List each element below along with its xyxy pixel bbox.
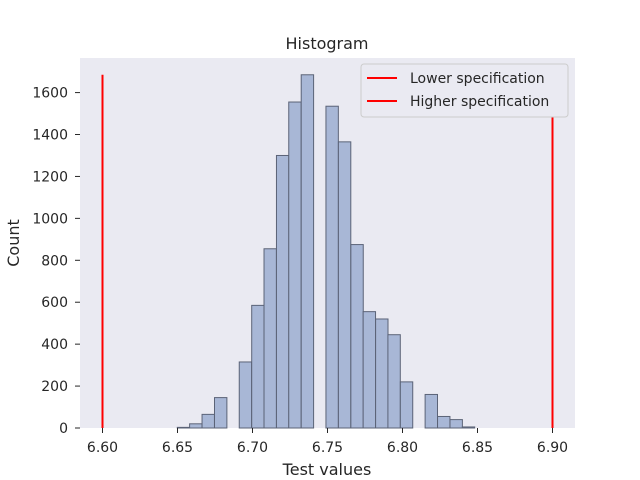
histogram-bar <box>362 311 377 429</box>
histogram-bar <box>288 101 302 429</box>
specification-lines <box>101 74 554 428</box>
legend: Lower specification Higher specification <box>360 63 569 118</box>
histogram-bar <box>375 318 389 429</box>
histogram-bar <box>387 334 401 429</box>
histogram-bar <box>449 419 463 429</box>
y-tick-label: 400 <box>41 337 68 353</box>
y-tick-label: 1000 <box>32 211 68 227</box>
histogram-bar <box>214 397 228 429</box>
histogram-bar <box>399 381 414 429</box>
histogram-bar <box>238 361 253 429</box>
histogram-bars <box>176 74 476 429</box>
histogram-bar <box>337 141 352 429</box>
chart-title: Histogram <box>286 34 369 53</box>
histogram-bar <box>325 105 339 429</box>
x-tick-label: 6.60 <box>87 440 118 456</box>
x-tick-label: 6.65 <box>162 440 193 456</box>
x-tick-label: 6.70 <box>237 440 268 456</box>
x-axis-ticks: 6.60 6.65 6.70 6.75 6.80 6.85 6.90 <box>87 428 568 456</box>
y-axis-label: Count <box>4 219 23 267</box>
histogram-bar <box>176 426 191 429</box>
y-tick-label: 0 <box>59 421 68 437</box>
y-tick-label: 200 <box>41 379 68 395</box>
x-tick-label: 6.80 <box>387 440 418 456</box>
x-tick-label: 6.85 <box>462 440 493 456</box>
histogram-bar <box>437 415 451 429</box>
y-tick-label: 800 <box>41 253 68 269</box>
y-axis-ticks: 0 200 400 600 800 1000 1200 1400 1600 <box>32 86 80 437</box>
legend-box <box>360 63 569 118</box>
histogram-bar <box>300 74 315 429</box>
y-tick-label: 1600 <box>32 86 68 102</box>
histogram-bar <box>275 154 290 429</box>
y-tick-label: 600 <box>41 295 68 311</box>
x-axis-label: Test values <box>282 460 372 479</box>
histogram-bar <box>189 423 203 429</box>
histogram-bar <box>461 426 476 429</box>
histogram-bar <box>350 244 364 429</box>
y-tick-label: 1400 <box>32 128 68 144</box>
histogram-bar <box>251 304 265 429</box>
histogram-bar <box>424 393 438 429</box>
histogram-bar <box>263 248 277 429</box>
y-tick-label: 1200 <box>32 169 68 185</box>
legend-label-higher: Higher specification <box>410 94 549 110</box>
x-tick-label: 6.75 <box>312 440 343 456</box>
x-tick-label: 6.90 <box>537 440 568 456</box>
histogram-bar <box>201 413 215 429</box>
legend-label-lower: Lower specification <box>410 71 545 87</box>
